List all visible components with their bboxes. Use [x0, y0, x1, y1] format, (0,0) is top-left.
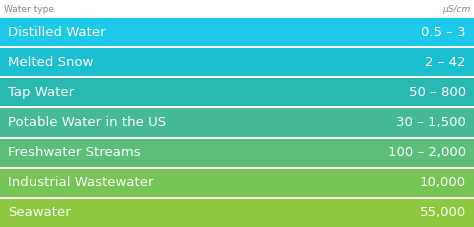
Text: 0.5 – 3: 0.5 – 3: [421, 26, 466, 39]
Text: Seawater: Seawater: [8, 206, 71, 220]
Text: 100 – 2,000: 100 – 2,000: [388, 146, 466, 159]
Text: Freshwater Streams: Freshwater Streams: [8, 146, 141, 159]
Bar: [0, 199, 474, 227]
Text: 30 – 1,500: 30 – 1,500: [396, 116, 466, 129]
Text: Distilled Water: Distilled Water: [8, 26, 106, 39]
Bar: [0, 138, 474, 167]
Text: Industrial Wastewater: Industrial Wastewater: [8, 176, 154, 189]
Text: μS/cm: μS/cm: [442, 5, 470, 13]
Text: Potable Water in the US: Potable Water in the US: [8, 116, 166, 129]
Text: 50 – 800: 50 – 800: [409, 86, 466, 99]
Text: 55,000: 55,000: [420, 206, 466, 220]
Bar: [0, 109, 474, 137]
Bar: [0, 48, 474, 76]
Bar: [0, 78, 474, 106]
Text: Melted Snow: Melted Snow: [8, 56, 93, 69]
Bar: [0, 169, 474, 197]
Text: 10,000: 10,000: [420, 176, 466, 189]
Text: 2 – 42: 2 – 42: [426, 56, 466, 69]
Text: Water type: Water type: [4, 5, 54, 13]
Bar: [0, 18, 474, 46]
Text: Tap Water: Tap Water: [8, 86, 74, 99]
